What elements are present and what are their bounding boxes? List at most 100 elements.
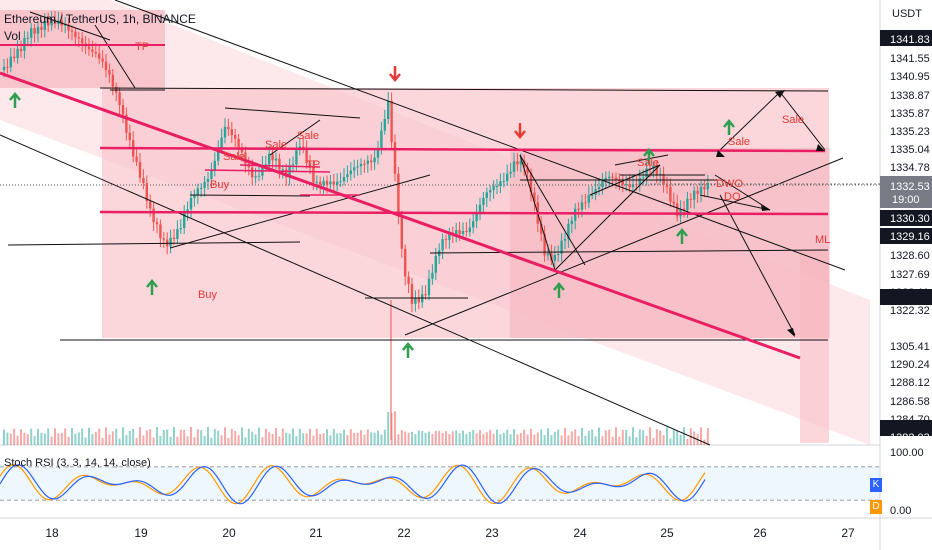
candle-body <box>397 173 400 217</box>
candle-body <box>227 126 230 130</box>
candle-body <box>693 190 696 200</box>
label-tp-top: TP <box>135 41 149 53</box>
volume-bar <box>47 428 50 445</box>
volume-bar <box>217 430 220 445</box>
candle-body <box>342 177 346 182</box>
volume-bar <box>366 429 369 445</box>
volume-bar <box>125 434 128 445</box>
volume-bar <box>353 432 356 445</box>
volume-bar <box>210 437 213 445</box>
candle-body <box>33 28 36 34</box>
volume-bar <box>598 427 600 445</box>
volume-bar <box>227 438 230 445</box>
volume-bar <box>564 428 566 445</box>
volume-bar <box>383 429 386 445</box>
volume-bar <box>414 434 417 445</box>
price-tick-label: 1328.60 <box>890 250 930 262</box>
candle-body <box>213 160 216 171</box>
candle-body <box>393 142 397 174</box>
volume-bar <box>207 427 209 445</box>
candle-body <box>234 135 237 139</box>
candle-body <box>26 37 29 39</box>
candle-body <box>210 170 213 180</box>
countdown-label: 19:00 <box>892 194 920 206</box>
candle-body <box>172 237 176 240</box>
volume-bar <box>6 432 9 445</box>
candle-body <box>179 228 182 230</box>
currency-unit[interactable]: USDT <box>892 8 922 20</box>
candle-body <box>540 223 543 234</box>
volume-bar <box>560 435 563 445</box>
price-tick-label: 1332.53 <box>890 181 930 193</box>
candle-body <box>577 208 580 210</box>
candle-body <box>604 177 607 181</box>
label-buy-2: Buy <box>198 289 217 301</box>
volume-bar <box>581 427 583 445</box>
volume-bar <box>434 430 437 445</box>
candle-body <box>570 220 573 225</box>
candle-body <box>455 230 458 235</box>
volume-bar <box>625 430 628 445</box>
candle-body <box>104 61 108 71</box>
volume-bar <box>285 432 288 445</box>
candle-body <box>376 149 380 158</box>
candle-body <box>682 208 686 210</box>
label-buy-1: Buy <box>210 179 229 191</box>
volume-bar <box>20 429 22 445</box>
price-tick-label: 1341.83 <box>890 34 930 46</box>
volume-bar <box>213 429 216 445</box>
volume-bar <box>315 428 318 445</box>
candle-body <box>621 181 624 185</box>
time-tick-label: 21 <box>309 526 323 540</box>
candle-body <box>111 74 114 87</box>
symbol-title[interactable]: Ethereum / TetherUS, 1h, BINANCE <box>4 12 196 26</box>
volume-bar <box>594 436 597 445</box>
volume-bar <box>268 432 271 445</box>
candle-body <box>278 158 281 170</box>
candle-body <box>509 171 512 174</box>
volume-bar <box>492 433 495 445</box>
arrow-up-icons <box>9 92 735 358</box>
candle-body <box>162 238 165 240</box>
volume-bar <box>88 427 90 445</box>
volume-bar <box>499 434 502 445</box>
candle-body <box>512 161 516 172</box>
candle-body <box>155 222 159 225</box>
volume-bar <box>319 433 322 445</box>
volume-bar <box>547 428 549 445</box>
price-highlight-1306 <box>880 289 932 305</box>
candle-body <box>329 181 332 185</box>
candle-body <box>47 20 50 26</box>
volume-bar <box>679 434 682 445</box>
candle-body <box>322 180 325 185</box>
volume-label[interactable]: Vol <box>4 29 21 43</box>
volume-bar <box>186 436 189 445</box>
volume-bar <box>553 431 556 445</box>
volume-bar <box>50 436 53 445</box>
volume-bar <box>288 433 291 445</box>
volume-bar <box>465 434 468 445</box>
candle-body <box>478 204 482 213</box>
volume-bar <box>615 427 617 445</box>
volume-bar <box>516 434 519 445</box>
stoch-rsi <box>0 464 706 505</box>
volume-bar <box>523 429 526 445</box>
volume-bar <box>26 434 29 445</box>
volume-bar <box>230 428 233 445</box>
volume-bar <box>669 438 672 445</box>
candle-body <box>519 160 522 165</box>
candle-body <box>563 239 567 241</box>
volume-bar <box>200 430 203 445</box>
arrowheads <box>716 90 825 337</box>
candle-body <box>94 51 97 54</box>
volume-bar <box>411 431 413 445</box>
price-tick-label: 1340.95 <box>890 71 930 83</box>
rsi-title[interactable]: Stoch RSI (3, 3, 14, 14, close) <box>4 457 151 469</box>
candle-body <box>699 186 703 194</box>
candle-body <box>580 202 584 210</box>
candle-body <box>523 160 526 168</box>
volume-bar <box>543 434 546 445</box>
rsi-tick-label: 100.00 <box>890 447 924 459</box>
time-axis: 18 19 20 21 22 23 24 25 26 27 <box>45 526 855 540</box>
